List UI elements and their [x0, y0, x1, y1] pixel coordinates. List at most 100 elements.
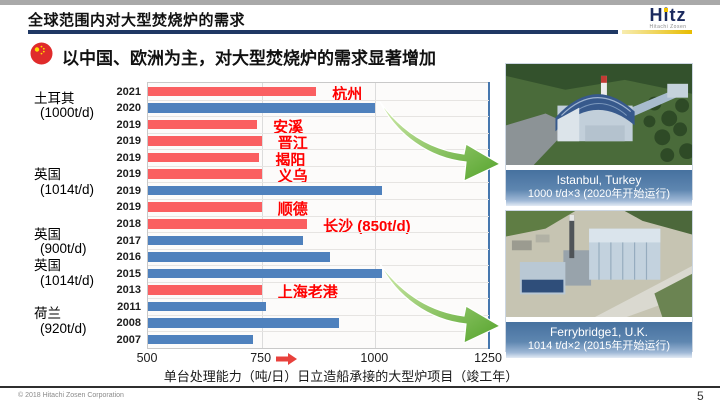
region-capacity-label: 荷兰 (920t/d) [34, 307, 87, 336]
chart-bar [148, 268, 382, 279]
plot-right-border [488, 82, 490, 349]
copyright-text: © 2018 Hitachi Zosen Corporation [18, 392, 124, 399]
row-separator [148, 232, 489, 234]
region-capacity: (920t/d) [40, 320, 87, 336]
row-separator [148, 215, 489, 217]
chart-bar [148, 86, 317, 97]
region-capacity-label: 土耳其 (1000t/d) [34, 90, 95, 121]
x-axis-tick: 1000 [360, 351, 389, 365]
year-axis-label: 2008 [116, 317, 141, 330]
ferrybridge-photo-block: Ferrybridge1, U.K. 1014 t/d×2 (2015年开始运行… [505, 210, 693, 358]
bar-label: 顺德 [277, 201, 308, 219]
region-capacity: (1014t/d) [40, 181, 95, 197]
bar-label: 义乌 [277, 168, 308, 186]
row-separator [148, 182, 489, 184]
region-name: 英国 [34, 167, 61, 182]
year-axis-label: 2019 [116, 201, 141, 214]
x-axis-title: 单台处理能力（吨/日）日立造船承接的大型炉项目（竣工年） [163, 369, 519, 384]
bar-label: 安溪 [273, 118, 304, 136]
year-axis-label: 2007 [116, 333, 141, 346]
row-separator [148, 331, 489, 333]
region-capacity: (1000t/d) [40, 105, 95, 121]
year-axis-label: 2016 [116, 251, 141, 264]
row-separator [148, 116, 489, 118]
year-axis-label: 2018 [116, 218, 141, 230]
year-axis-label: 2019 [116, 184, 141, 197]
hitz-logo-subtext: Hitachi Zosen [649, 24, 687, 30]
istanbul-plant-photo [506, 64, 695, 165]
year-axis-label: 2019 [116, 168, 141, 181]
year-axis-label: 2019 [116, 135, 141, 148]
region-capacity: (1014t/d) [40, 272, 95, 288]
chart-bar [148, 119, 258, 130]
row-separator [148, 198, 489, 200]
row-separator [148, 248, 489, 250]
bar-label: 晋江 [277, 135, 308, 153]
page-number: 5 [697, 389, 704, 403]
chart-bar [148, 219, 308, 229]
hitz-logo-text: Hitz [649, 5, 687, 25]
region-name: 荷兰 [34, 306, 61, 322]
region-capacity-label: 英国 (900t/d) [34, 226, 87, 257]
year-axis-label: 2011 [117, 300, 141, 313]
bar-label: 杭州 [332, 85, 363, 103]
row-separator [148, 265, 489, 267]
year-axis-label: 2019 [116, 118, 141, 131]
bar-label: 上海老港 [277, 284, 338, 302]
slide-header-title: 全球范围内对大型焚烧炉的需求 [28, 12, 246, 29]
istanbul-caption: Istanbul, Turkey 1000 t/d×3 (2020年开始运行) [506, 170, 692, 206]
caption-spec: 1014 t/d×2 (2015年开始运行) [527, 340, 671, 352]
region-name: 英国 [34, 226, 61, 242]
row-separator [148, 165, 489, 167]
year-axis-label: 2020 [116, 102, 141, 115]
year-axis-label: 2013 [116, 284, 141, 297]
x-axis-tick: 750 [250, 351, 272, 365]
top-strip [0, 0, 720, 5]
bar-label: 揭阳 [275, 151, 306, 169]
hitz-logo: Hitz Hitachi Zosen [640, 6, 696, 30]
row-separator [148, 149, 489, 151]
x-axis-tick: 500 [136, 351, 158, 365]
year-axis-label: 2021 [116, 85, 141, 98]
chart-bar [148, 103, 376, 113]
x-axis-arrow-icon [276, 353, 297, 365]
chart-bar [148, 169, 262, 179]
x-axis-tick: 1250 [474, 351, 502, 365]
header-rule-navy [28, 30, 618, 34]
caption-spec: 1000 t/d×3 (2020年开始运行) [527, 188, 671, 200]
header-rule-gold [622, 30, 692, 34]
istanbul-photo-block: Istanbul, Turkey 1000 t/d×3 (2020年开始运行) [505, 63, 695, 206]
chart-bar [148, 185, 382, 196]
year-axis: 2021 2020 2019 2019 2019 2019 2019 2019 2018 2017… [88, 82, 143, 347]
chart-bar [148, 202, 262, 212]
chart-bar [148, 318, 339, 328]
region-name: 英国 [34, 258, 61, 274]
region-name: 土耳其 [34, 90, 75, 106]
slide-subtitle: 以中国、欧洲为主，对大型焚烧炉的需求显著增加 [62, 49, 436, 68]
ferrybridge-plant-photo [506, 211, 692, 317]
row-separator [148, 298, 489, 300]
chart-bar [148, 152, 260, 163]
region-capacity-label: 英国 (1014t/d) [34, 259, 94, 288]
footer-rule [0, 386, 720, 388]
green-arrow-icon [379, 263, 502, 344]
green-arrow-icon [379, 101, 502, 182]
ferrybridge-caption: Ferrybridge1, U.K. 1014 t/d×2 (2015年开始运行… [506, 322, 692, 358]
bar-label: 长沙 (850t/d) [323, 218, 411, 235]
chart-bar [148, 252, 330, 262]
chart-bar [148, 301, 267, 312]
caption-location: Ferrybridge1, U.K. [549, 325, 649, 339]
year-axis-label: 2015 [116, 267, 141, 280]
chart-bar [148, 235, 303, 246]
row-separator [148, 281, 489, 283]
row-separator [148, 99, 489, 101]
region-capacity-label: 英国 (1014t/d) [34, 167, 95, 197]
chart-bar [148, 285, 262, 295]
row-separator [148, 132, 489, 134]
year-axis-label: 2017 [116, 234, 141, 247]
hitz-logo-accent [664, 8, 668, 12]
plot-area: 杭州安溪 晋江 揭阳 义乌顺德 长沙 (850t/d) 上海老港 [147, 82, 490, 349]
year-axis-label: 2019 [116, 151, 141, 164]
chart-bar [148, 136, 262, 146]
